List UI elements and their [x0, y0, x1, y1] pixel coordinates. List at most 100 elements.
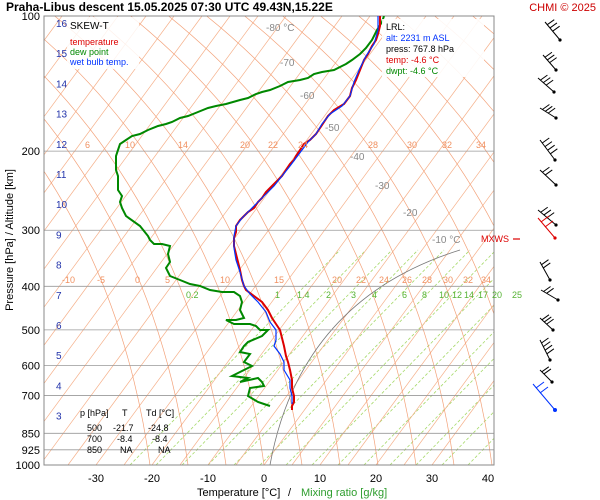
legend-item-wetbulb: wet bulb temp.	[69, 57, 129, 67]
mixing-ratio-line	[337, 304, 494, 465]
dry-adiabat-label: 24	[298, 140, 308, 150]
temperature-tick-labels: -30 -20 -10 0 10 20 30 40	[88, 473, 494, 485]
dry-adiabat-label: 30	[407, 140, 417, 150]
mixing-ratio-label: 0.2	[186, 290, 199, 300]
plot-frame	[43, 15, 495, 466]
mixing-ratio-line	[129, 249, 341, 465]
mixing-ratio-label: 1	[275, 290, 280, 300]
wind-barbs	[532, 19, 562, 412]
isotherm-line	[95, 16, 427, 465]
mixing-ratio-label: 17	[478, 290, 488, 300]
dry-adiabat-label: 34	[481, 275, 491, 285]
pressure-tick-labels: 100 200 300 400 500 600 700 850 925 1000	[16, 11, 40, 472]
dry-adiabat-line	[281, 16, 494, 316]
max-wind-barb	[537, 215, 557, 240]
pressure-tick-label: 100	[22, 11, 40, 23]
dry-adiabat-label: 10	[220, 275, 230, 285]
isotherm-line	[291, 189, 494, 465]
dry-adiabat-line	[44, 75, 227, 465]
dry-adiabat-label: 28	[368, 140, 378, 150]
table-cell: -21.7	[113, 423, 134, 433]
isotherm-labels: -80 °C -70 -60 -50 -40 -30 -20 -10 °C	[266, 23, 460, 246]
isotherm-line	[44, 16, 175, 194]
temperature-tick-label: 40	[482, 473, 494, 485]
dry-adiabat-label: -10	[62, 275, 75, 285]
isotherm-line	[44, 16, 147, 156]
table-header-td: Td [°C]	[146, 408, 174, 418]
temperature-tick-label: 30	[426, 473, 438, 485]
wind-barb	[544, 19, 562, 42]
altitude-tick-label: 4	[56, 381, 62, 392]
isotherm-line	[207, 75, 494, 465]
pressure-tick-label: 300	[22, 225, 40, 237]
mxws-label: MXWS	[481, 234, 509, 244]
mixing-ratio-line	[389, 357, 494, 465]
temperature-tick-label: 20	[370, 473, 382, 485]
isotherm-line	[179, 37, 494, 465]
isotherm-line	[319, 227, 494, 465]
credit-text: CHMI © 2025	[529, 2, 596, 14]
temperature-tick-label: -20	[144, 473, 160, 485]
dry-adiabat-label: 20	[332, 275, 342, 285]
legend-title: SKEW-T	[70, 21, 109, 32]
altitude-tick-label: 3	[56, 412, 62, 423]
altitude-tick-label: 16	[56, 19, 68, 30]
legend: SKEW-T temperature dew point wet bulb te…	[67, 17, 139, 69]
lrl-info-box: LRL: alt: 2231 m ASL press: 767.8 hPa te…	[382, 19, 484, 77]
isotherm-label: -30	[375, 181, 390, 192]
temperature-tick-label: 0	[261, 473, 267, 485]
isotherm-line	[44, 16, 203, 232]
pressure-tick-label: 925	[22, 445, 40, 457]
legend-item-temperature: temperature	[70, 37, 119, 47]
isotherm-label: -50	[325, 123, 340, 134]
wind-barb	[539, 104, 558, 120]
wind-barb	[539, 337, 555, 362]
isotherm-line	[44, 16, 343, 423]
altitude-tick-label: 6	[56, 321, 62, 332]
dry-adiabat-line	[44, 38, 265, 465]
mixing-ratio-label: 2	[326, 290, 331, 300]
chart-title: Praha-Libus descent 15.05.2025 07:30 UTC…	[6, 0, 333, 14]
isotherm-line	[44, 16, 231, 270]
pressure-tick-label: 600	[22, 360, 40, 372]
pressure-tick-label: 400	[22, 281, 40, 293]
isotherm-line	[403, 341, 494, 465]
wind-barb	[540, 286, 560, 302]
altitude-tick-label: 8	[56, 261, 62, 272]
mixing-ratio-line	[285, 251, 494, 465]
summary-table: p [hPa] T Td [°C] 500 -21.7 -24.8 700 -8…	[80, 408, 174, 455]
wind-barb	[539, 137, 558, 162]
isotherm-label: -40	[350, 152, 365, 163]
mixing-ratio-label: 10	[439, 290, 449, 300]
isotherm-line	[347, 265, 494, 465]
legend-item-dewpoint: dew point	[70, 47, 109, 57]
y-axis-label: Pressure [hPa] / Altitude [km]	[4, 169, 16, 311]
lrl-title: LRL:	[386, 22, 405, 32]
table-cell: 850	[87, 445, 102, 455]
isotherm-line	[44, 16, 259, 308]
altitude-tick-label: 9	[56, 230, 62, 241]
isotherm-label: -60	[300, 91, 315, 102]
lrl-press: press: 767.8 hPa	[386, 44, 454, 54]
temperature-curve	[233, 16, 381, 410]
altitude-tick-label: 14	[56, 79, 68, 90]
reference-adiabat-line	[269, 249, 461, 465]
dry-adiabat-label: 20	[240, 140, 250, 150]
isotherm-line	[44, 16, 287, 346]
dry-adiabat-labels: 6 10 14 20 22 24 28 30 32 34 -10 -5 0 5 10 15 20 22 24 26 28…	[62, 140, 491, 285]
dry-adiabat-label: 24	[379, 275, 389, 285]
mixing-ratio-line	[363, 331, 494, 465]
dewpoint-curve	[115, 16, 385, 407]
mixing-ratio-label: 8	[422, 290, 427, 300]
dry-adiabat-label: 14	[178, 140, 188, 150]
mixing-ratio-label: 1.4	[297, 290, 310, 300]
mixing-ratio-label: 25	[512, 290, 522, 300]
mixing-ratio-line	[311, 278, 494, 465]
dry-adiabat-label: 10	[125, 140, 135, 150]
mixing-ratio-label: 14	[464, 290, 474, 300]
mixing-ratio-label: 6	[402, 290, 407, 300]
dry-adiabat-label: 32	[463, 275, 473, 285]
mixing-ratio-line	[233, 249, 445, 465]
dry-adiabat-label: -5	[97, 275, 105, 285]
